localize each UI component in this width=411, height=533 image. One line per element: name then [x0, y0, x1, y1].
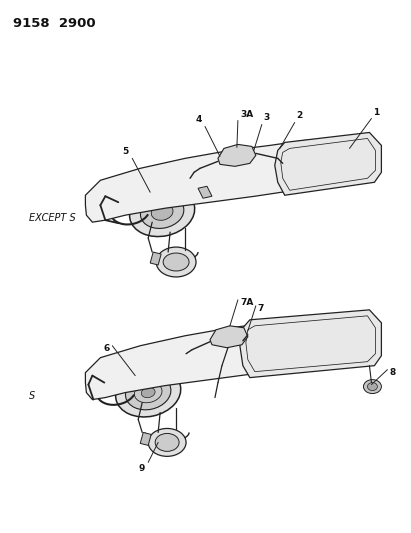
Text: 9158  2900: 9158 2900: [13, 17, 95, 30]
Text: 7: 7: [258, 304, 264, 313]
Ellipse shape: [156, 247, 196, 277]
Ellipse shape: [141, 196, 184, 229]
Polygon shape: [218, 144, 256, 166]
Ellipse shape: [163, 253, 189, 271]
Ellipse shape: [148, 429, 186, 456]
Polygon shape: [198, 186, 212, 198]
Text: 1: 1: [374, 108, 380, 117]
Text: 2: 2: [297, 111, 303, 120]
Ellipse shape: [314, 151, 351, 179]
Ellipse shape: [151, 204, 173, 220]
Polygon shape: [85, 316, 377, 400]
Ellipse shape: [141, 387, 155, 398]
Polygon shape: [140, 432, 151, 446]
Text: 5: 5: [122, 147, 128, 156]
Ellipse shape: [261, 151, 275, 161]
Text: 6: 6: [103, 344, 109, 353]
Ellipse shape: [363, 379, 381, 393]
Polygon shape: [275, 133, 381, 195]
Text: 7A: 7A: [240, 298, 253, 307]
Text: EXCEPT S: EXCEPT S: [29, 213, 75, 223]
Ellipse shape: [125, 375, 171, 410]
Polygon shape: [210, 326, 248, 348]
Polygon shape: [150, 252, 161, 265]
Polygon shape: [240, 310, 381, 377]
Text: S: S: [29, 391, 35, 401]
Ellipse shape: [155, 433, 179, 451]
Ellipse shape: [305, 146, 360, 185]
Text: 3: 3: [264, 114, 270, 123]
Ellipse shape: [367, 383, 377, 391]
Text: 3A: 3A: [240, 109, 253, 118]
Text: 4: 4: [196, 116, 202, 125]
Ellipse shape: [129, 188, 195, 237]
Polygon shape: [85, 139, 377, 222]
Text: 9: 9: [139, 464, 145, 473]
Ellipse shape: [291, 328, 328, 358]
Ellipse shape: [115, 368, 181, 417]
Text: 8: 8: [389, 368, 396, 377]
Ellipse shape: [282, 321, 337, 365]
